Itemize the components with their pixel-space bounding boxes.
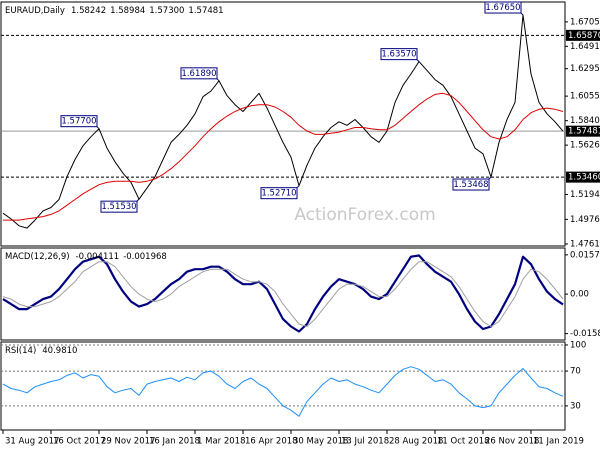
series-line xyxy=(2,14,564,229)
readout-value: 1.58984 xyxy=(110,6,145,16)
panel-header: MACD(12,26,9) -0.004111 -0.001968 xyxy=(5,252,167,262)
x-tick-label: 11 Oct 2018 xyxy=(437,437,490,447)
panel-title: RSI(14) xyxy=(5,346,36,356)
watermark: ActionForex.com xyxy=(294,205,435,225)
x-tick-label: 16 Oct 2017 xyxy=(53,437,106,447)
series-line xyxy=(2,261,564,327)
panel-title: MACD(12,26,9) xyxy=(5,252,70,262)
y-tick-label: 1.62950 xyxy=(570,64,600,74)
annotation-label: 1.61890 xyxy=(181,69,216,79)
y-tick-label: 1.51940 xyxy=(570,190,600,200)
y-tick-label: 0.015762 xyxy=(570,250,600,260)
y-tick-label: 70 xyxy=(570,367,581,377)
x-tick-label: 31 Aug 2017 xyxy=(5,437,59,447)
annotation-label: 1.51530 xyxy=(101,202,136,212)
annotation-label: 1.53468 xyxy=(453,180,488,190)
panel-frame xyxy=(0,1,566,247)
annotation-box xyxy=(60,115,98,128)
series-line xyxy=(2,254,564,333)
x-tick-label: 13 Jul 2018 xyxy=(341,437,389,447)
y-tick-label: 30 xyxy=(570,401,581,411)
annotation-box xyxy=(260,187,298,200)
annotation-box xyxy=(180,67,218,80)
y-tick-label: 1.67050 xyxy=(570,17,600,27)
series-line xyxy=(3,92,564,221)
annotation-label: 1.57700 xyxy=(61,117,96,127)
x-tick-label: 28 Aug 2018 xyxy=(389,437,443,447)
y-tick-label: 1.56260 xyxy=(570,141,600,151)
y-tick-label: 100 xyxy=(570,340,586,350)
x-tick-label: 26 Nov 2018 xyxy=(485,437,539,447)
annotation-label: 1.67650 xyxy=(485,3,520,13)
level-box xyxy=(566,171,600,183)
y-tick-label: 1.64910 xyxy=(570,42,600,52)
x-tick-label: 1 Mar 2018 xyxy=(197,437,245,447)
x-tick-label: 30 May 2018 xyxy=(293,437,348,447)
panel-frame xyxy=(0,341,566,431)
x-tick-label: 11 Jan 2019 xyxy=(533,437,584,447)
x-tick-label: 29 Nov 2017 xyxy=(101,437,155,447)
y-tick-label: 1.58400 xyxy=(570,116,600,126)
y-tick-label: -0.015834 xyxy=(570,329,600,339)
y-tick-label: 0.00 xyxy=(570,290,589,300)
annotation-label: 1.63570 xyxy=(381,50,416,60)
level-box xyxy=(566,29,600,41)
readout-value: 1.57481 xyxy=(188,6,223,16)
level-label: 1.65870 xyxy=(568,31,600,41)
level-label: 1.53460 xyxy=(568,173,600,183)
x-tick-label: 16 Apr 2018 xyxy=(245,437,298,447)
readout-value: 1.58242 xyxy=(71,6,106,16)
readout-value: 1.57300 xyxy=(149,6,184,16)
panel-title: EURAUD,Daily xyxy=(5,6,65,16)
y-tick-label: 1.60550 xyxy=(570,92,600,102)
level-label: 1.57481 xyxy=(568,127,600,137)
annotation-box xyxy=(484,1,522,14)
annotation-box xyxy=(452,178,490,191)
y-tick-label: 1.49760 xyxy=(570,215,600,225)
annotation-box xyxy=(100,200,138,213)
series-line xyxy=(2,366,564,417)
panel-header: RSI(14) 40.9810 xyxy=(5,346,77,356)
level-box xyxy=(566,125,600,137)
readout-value: -0.001968 xyxy=(123,252,167,262)
panel-header: EURAUD,Daily 1.58242 1.58984 1.57300 1.57481 xyxy=(5,6,224,16)
annotation-box xyxy=(380,48,418,61)
y-tick-label: 1.47610 xyxy=(570,239,600,249)
readout-value: -0.004111 xyxy=(76,252,120,262)
readout-value: 40.9810 xyxy=(42,346,77,356)
x-tick-label: 16 Jan 2018 xyxy=(149,437,200,447)
annotation-label: 1.52710 xyxy=(261,189,296,199)
